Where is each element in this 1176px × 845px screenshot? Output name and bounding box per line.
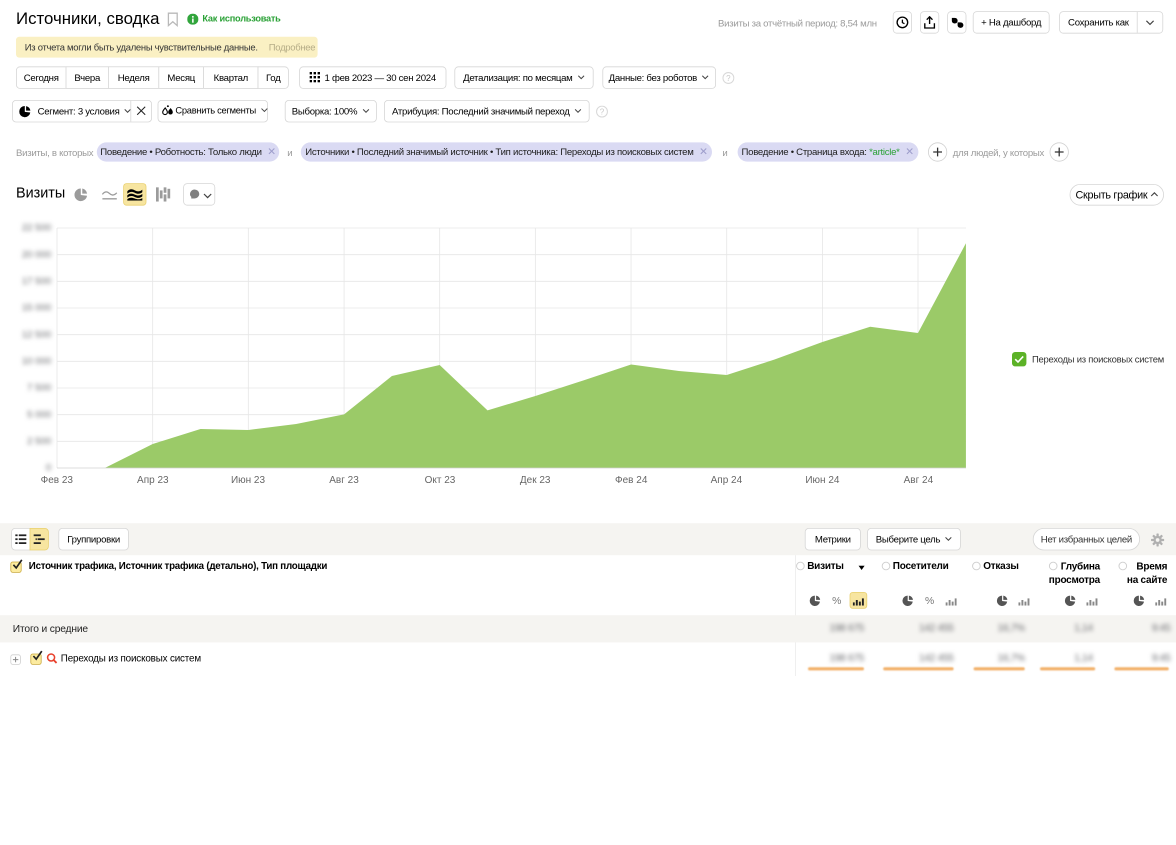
svg-text:?: ? [600,107,605,116]
svg-text:?: ? [726,74,731,83]
